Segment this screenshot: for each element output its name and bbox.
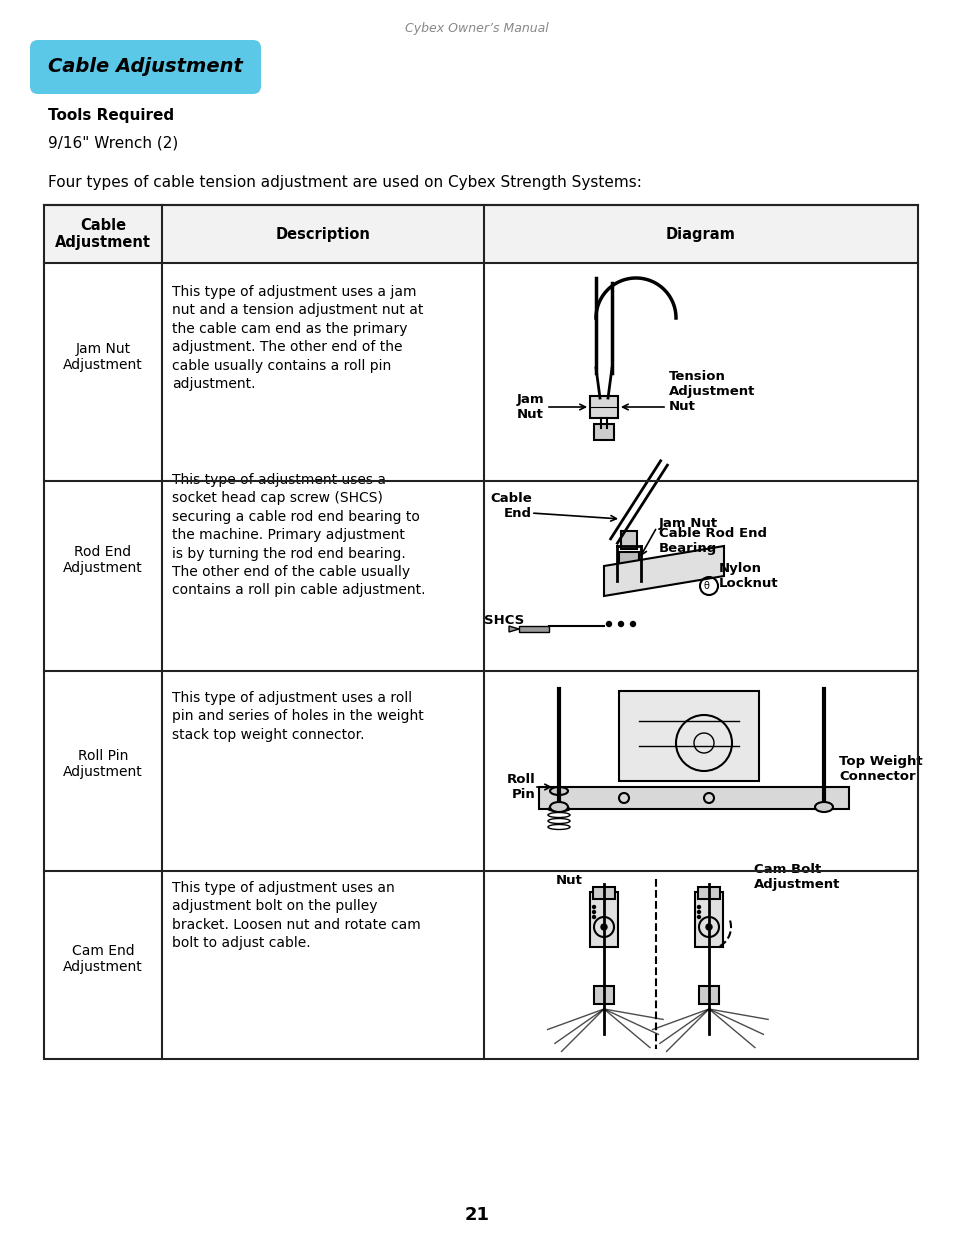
Circle shape (600, 924, 606, 930)
Text: 21: 21 (464, 1207, 489, 1224)
Circle shape (592, 910, 595, 914)
Text: Nut: Nut (555, 874, 582, 888)
Ellipse shape (814, 802, 832, 811)
Text: θ: θ (702, 580, 708, 592)
Text: Cable
End: Cable End (490, 492, 532, 520)
Text: This type of adjustment uses a jam
nut and a tension adjustment nut at
the cable: This type of adjustment uses a jam nut a… (172, 285, 423, 391)
Text: Cable Rod End
Bearing: Cable Rod End Bearing (659, 527, 766, 555)
FancyBboxPatch shape (589, 396, 618, 417)
Text: 9/16" Wrench (2): 9/16" Wrench (2) (48, 135, 178, 149)
Bar (594, 986, 614, 1004)
Polygon shape (603, 546, 723, 597)
Text: Nylon
Locknut: Nylon Locknut (719, 562, 778, 590)
Text: Jam Nut: Jam Nut (659, 516, 718, 530)
Text: Top Weight
Connector: Top Weight Connector (838, 755, 922, 783)
Text: Roll
Pin: Roll Pin (507, 773, 536, 802)
Bar (589, 892, 618, 947)
Circle shape (592, 905, 595, 909)
Text: Rod End
Adjustment: Rod End Adjustment (63, 545, 143, 576)
Ellipse shape (550, 787, 567, 795)
Bar (44, 205, 917, 1058)
Bar (695, 892, 722, 947)
Circle shape (606, 621, 611, 626)
Bar (618, 552, 639, 566)
Text: Diagram: Diagram (665, 226, 735, 242)
Text: Cybex Owner’s Manual: Cybex Owner’s Manual (405, 22, 548, 35)
Bar (593, 887, 615, 899)
Text: This type of adjustment uses a
socket head cap screw (SHCS)
securing a cable rod: This type of adjustment uses a socket he… (172, 473, 425, 598)
Bar (618, 692, 759, 781)
Bar (538, 787, 848, 809)
Circle shape (618, 621, 623, 626)
Text: This type of adjustment uses an
adjustment bolt on the pulley
bracket. Loosen nu: This type of adjustment uses an adjustme… (172, 881, 420, 950)
Bar (594, 424, 614, 440)
Text: Cam Bolt
Adjustment: Cam Bolt Adjustment (753, 863, 840, 890)
Bar (698, 887, 720, 899)
FancyBboxPatch shape (518, 626, 548, 632)
Text: Cable
Adjustment: Cable Adjustment (55, 217, 151, 251)
Text: Roll Pin
Adjustment: Roll Pin Adjustment (63, 748, 143, 779)
Text: Cam End
Adjustment: Cam End Adjustment (63, 944, 143, 974)
Circle shape (630, 621, 635, 626)
Text: Jam Nut
Adjustment: Jam Nut Adjustment (63, 342, 143, 372)
Text: This type of adjustment uses a roll
pin and series of holes in the weight
stack : This type of adjustment uses a roll pin … (172, 692, 423, 742)
Bar (620, 531, 637, 550)
Circle shape (697, 915, 700, 919)
Text: Jam
Nut: Jam Nut (516, 393, 543, 421)
Ellipse shape (550, 802, 567, 811)
Text: Tension
Adjustment
Nut: Tension Adjustment Nut (668, 369, 755, 412)
Circle shape (697, 905, 700, 909)
Circle shape (592, 915, 595, 919)
Circle shape (697, 910, 700, 914)
Text: Description: Description (275, 226, 370, 242)
Bar (44, 205, 917, 263)
Text: Cable Adjustment: Cable Adjustment (48, 58, 243, 77)
FancyBboxPatch shape (30, 40, 261, 94)
Circle shape (705, 924, 711, 930)
Text: Tools Required: Tools Required (48, 107, 174, 124)
Text: Four types of cable tension adjustment are used on Cybex Strength Systems:: Four types of cable tension adjustment a… (48, 175, 641, 190)
Text: SHCS: SHCS (483, 615, 523, 627)
Polygon shape (509, 626, 518, 632)
Bar (699, 986, 719, 1004)
